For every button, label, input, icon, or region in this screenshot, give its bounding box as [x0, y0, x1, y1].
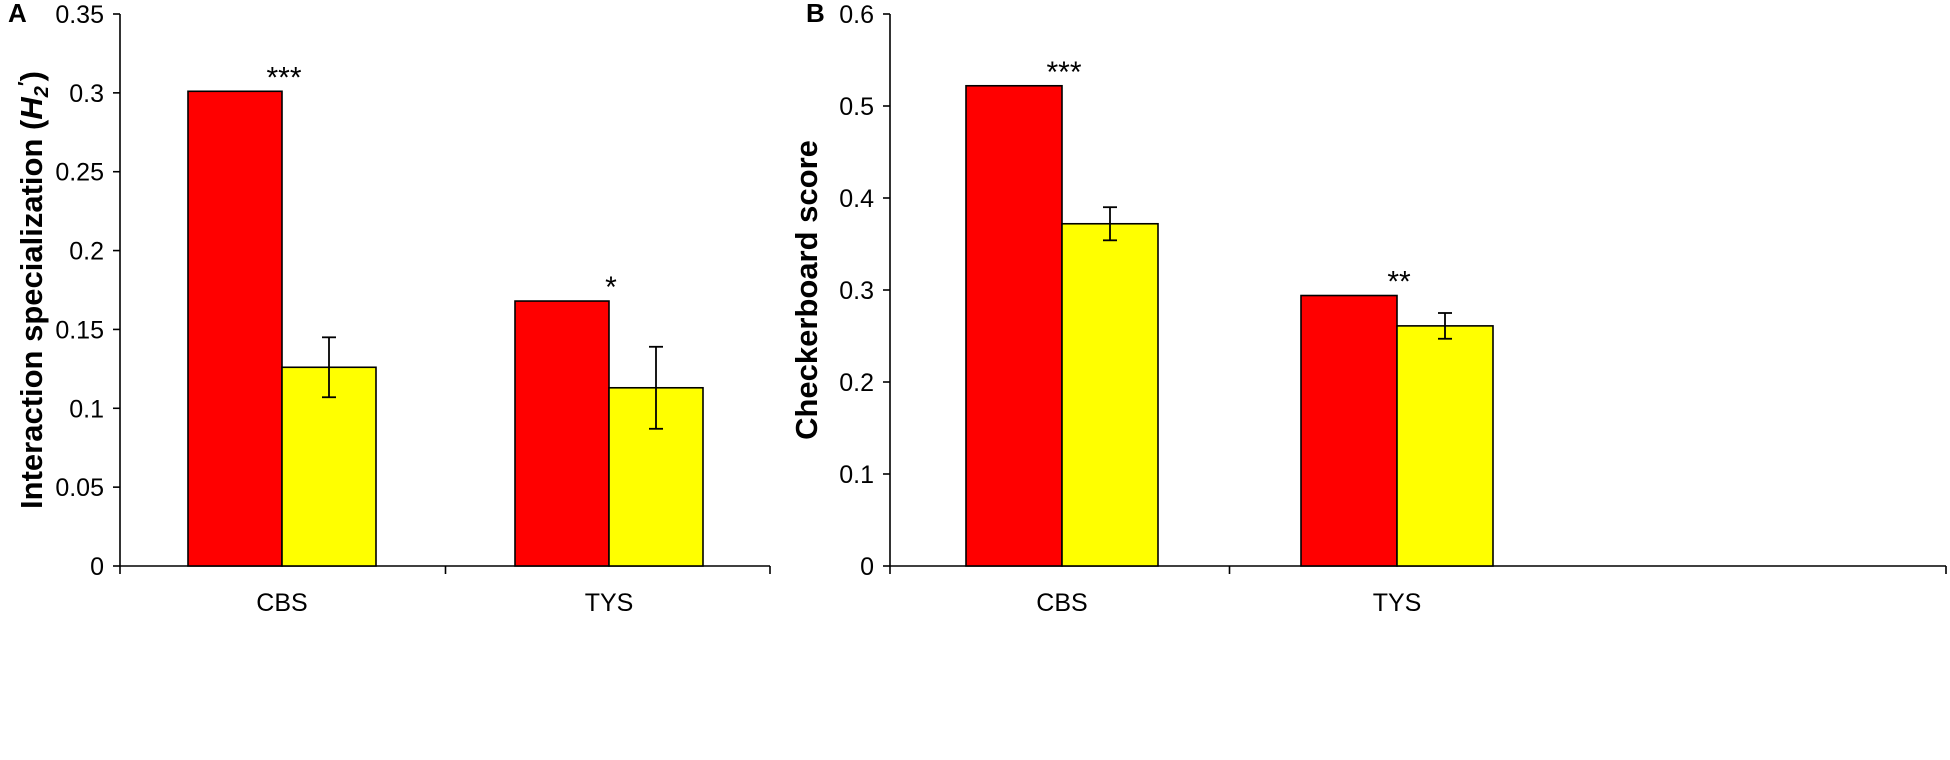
bar-cbs-observed	[965, 84, 1063, 567]
significance-label: **	[1387, 266, 1411, 299]
y-tick-label: 0.25	[55, 159, 104, 187]
y-tick-label: 0.5	[839, 93, 874, 121]
y-tick-label: 0.2	[69, 238, 104, 266]
x-category-label: TYS	[1373, 589, 1422, 617]
y-tick-label: 0.35	[55, 1, 104, 29]
y-axis-title: Checkerboard score	[789, 140, 824, 440]
significance-label: *	[605, 271, 617, 304]
y-axis-title-symbol: H	[14, 97, 49, 120]
panel-a: A 0 0.05 0.1 0.15 0.2 0.25 0.3 0.35 Interaction s…	[8, 0, 771, 617]
significance-label: ***	[1046, 56, 1081, 89]
y-tick-label: 0.15	[55, 316, 104, 344]
y-tick-label: 0.6	[839, 1, 874, 29]
y-axis-title-prime: ′	[15, 81, 37, 86]
bar-cbs-observed	[187, 90, 283, 567]
panel-letter: B	[806, 0, 825, 28]
bar-tys-null	[1396, 325, 1494, 567]
bar-tys-observed	[514, 300, 610, 567]
y-tick-label: 0.3	[69, 80, 104, 108]
x-category-label: CBS	[1036, 589, 1087, 617]
y-tick-label: 0	[860, 553, 874, 581]
y-tick-label: 0	[90, 553, 104, 581]
x-category-label: CBS	[256, 589, 307, 617]
y-axis-title-subscript: 2	[31, 86, 53, 98]
y-axis-title: Interaction specialization (H2′)	[14, 71, 53, 509]
y-axis-title-text: Interaction specialization (	[14, 119, 49, 509]
y-tick-label: 0.4	[839, 185, 874, 213]
bar-cbs-null	[281, 366, 377, 567]
y-tick-label: 0.1	[69, 395, 104, 423]
panel-letter: A	[8, 0, 27, 28]
y-tick-label: 0.1	[839, 461, 874, 489]
x-category-label: TYS	[585, 589, 634, 617]
y-axis-title-close: )	[14, 71, 49, 81]
significance-label: ***	[266, 61, 301, 94]
y-tick-label: 0.2	[839, 369, 874, 397]
bar-tys-observed	[1300, 294, 1398, 567]
y-tick-label: 0.05	[55, 474, 104, 502]
bar-cbs-null	[1061, 222, 1159, 567]
y-tick-label: 0.3	[839, 277, 874, 305]
panel-b: B 0 0.1 0.2 0.3 0.4 0.5 0.6 Checkerboard score **…	[789, 0, 1947, 617]
